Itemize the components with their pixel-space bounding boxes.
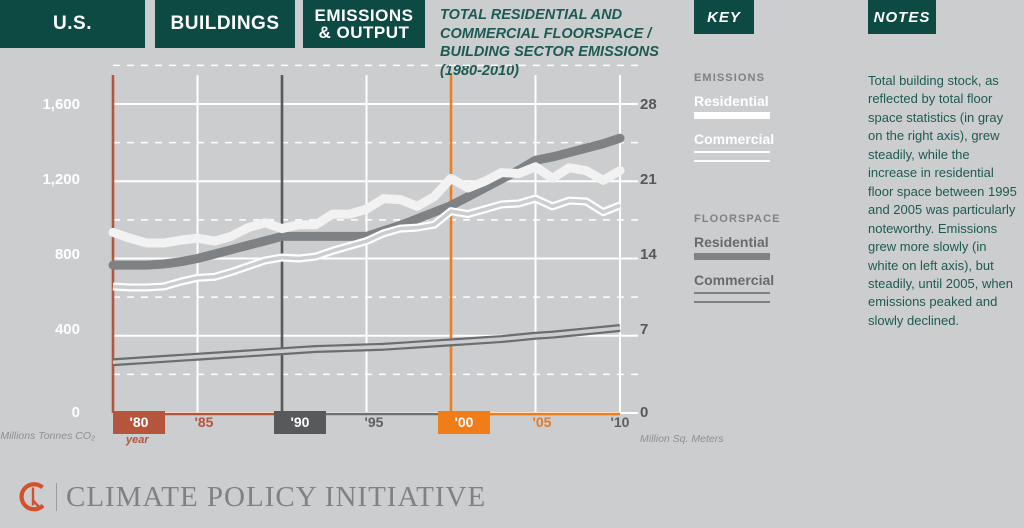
breadcrumb-emissions-label-line2: & OUTPUT <box>318 23 410 42</box>
logo-text: CLIMATE POLICY INITIATIVE <box>66 480 487 513</box>
legend: EMISSIONS Residential Commercial FLOORSP… <box>694 72 814 316</box>
legend-swatch-floorspace-residential <box>694 253 770 261</box>
y-axis-right-tick-14: 14 <box>640 246 657 263</box>
y-axis-left-tick-400: 400 <box>54 321 80 338</box>
breadcrumb-item-us[interactable]: U.S. <box>0 0 145 48</box>
y-axis-right-caption-text: Million Sq. Meters <box>640 433 724 445</box>
legend-item-emissions-commercial-label: Commercial <box>694 131 775 148</box>
logo-divider <box>56 483 57 511</box>
legend-item-emissions-residential-label: Residential <box>694 93 769 109</box>
y-axis-left-tick-800: 800 <box>54 246 80 263</box>
y-axis-right-tick-7: 7 <box>640 321 649 338</box>
x-axis-tick-2010[interactable]: '10 <box>610 414 630 430</box>
page-title-line-4: (1980-2010) <box>440 62 519 79</box>
notes-panel-header: NOTES <box>868 0 936 34</box>
x-axis-tick-1995[interactable]: '95 <box>364 414 384 430</box>
key-header-label: KEY <box>707 8 741 26</box>
breadcrumb-emissions-label-line1: EMISSIONS <box>314 5 414 25</box>
series-line-floorspace-residential <box>108 133 625 270</box>
legend-item-floorspace-residential-label: Residential <box>694 233 769 250</box>
key-panel-header: KEY <box>694 0 754 34</box>
page-title-line-1: TOTAL RESIDENTIAL AND <box>440 7 623 23</box>
series-line-floorspace-commercial-inner <box>112 326 621 365</box>
legend-group-emissions-title: EMISSIONS <box>694 72 766 84</box>
legend-item-emissions-residential[interactable]: Residential <box>694 93 814 120</box>
series-line-emissions-residential <box>108 162 625 248</box>
breadcrumb: U.S. BUILDINGS EMISSIONS & OUTPUT KEY NO… <box>0 0 1024 48</box>
legend-swatch-floorspace-commercial <box>694 291 770 303</box>
y-axis-right-tick-21: 21 <box>640 171 657 188</box>
y-axis-left-tick-1200: 1,200 <box>42 171 80 188</box>
legend-swatch-emissions-commercial <box>694 150 770 162</box>
y-axis-left-caption-text: Millions Tonnes CO₂ <box>0 430 95 442</box>
legend-spacer <box>694 175 814 213</box>
breadcrumb-buildings-label: BUILDINGS <box>170 13 280 34</box>
x-axis-tick-2000[interactable]: '00 <box>438 411 490 434</box>
series-line-emissions-commercial-inner <box>112 196 621 290</box>
x-axis-caption: year <box>126 434 149 446</box>
legend-swatch-emissions-residential <box>694 112 770 120</box>
series-line-emissions-commercial-outer <box>112 194 622 292</box>
breadcrumb-item-buildings[interactable]: BUILDINGS <box>155 0 295 48</box>
legend-item-emissions-commercial[interactable]: Commercial <box>694 131 814 162</box>
x-axis-tick-1985[interactable]: '85 <box>194 414 214 430</box>
y-axis-right-tick-0: 0 <box>640 404 649 421</box>
legend-item-floorspace-commercial[interactable]: Commercial <box>694 272 814 303</box>
page-title-line-3: BUILDING SECTOR EMISSIONS <box>440 44 659 61</box>
y-axis-left-tick-1600: 1,600 <box>42 96 80 113</box>
legend-item-floorspace-commercial-label: Commercial <box>694 272 775 289</box>
cpi-logo-icon <box>19 482 45 512</box>
logo: CLIMATE POLICY INITIATIVE <box>16 480 486 514</box>
legend-item-floorspace-residential[interactable]: Residential <box>694 233 814 261</box>
page-title: TOTAL RESIDENTIAL AND COMMERCIAL FLOORSP… <box>440 6 680 80</box>
y-axis-left-caption: Millions Tonnes CO₂ <box>0 430 95 443</box>
notes-body: Total building stock, as reflected by to… <box>868 73 1017 328</box>
x-axis-tick-2005[interactable]: '05 <box>532 414 552 430</box>
series-line-floorspace-commercial-outer <box>112 324 621 367</box>
y-axis-right-tick-28: 28 <box>640 96 657 113</box>
y-axis-left-tick-0: 0 <box>71 404 80 421</box>
breadcrumb-us-label: U.S. <box>53 13 92 34</box>
page-title-line-2: COMMERCIAL FLOORSPACE / <box>440 25 652 42</box>
legend-group-floorspace-title: FLOORSPACE <box>694 212 781 225</box>
x-axis-tick-1980[interactable]: '80 <box>113 411 165 434</box>
notes-header-label: NOTES <box>873 8 931 26</box>
y-axis-right-caption: Million Sq. Meters <box>640 433 723 445</box>
breadcrumb-item-emissions-output[interactable]: EMISSIONS & OUTPUT <box>303 0 425 48</box>
x-axis-tick-1990[interactable]: '90 <box>274 411 326 434</box>
